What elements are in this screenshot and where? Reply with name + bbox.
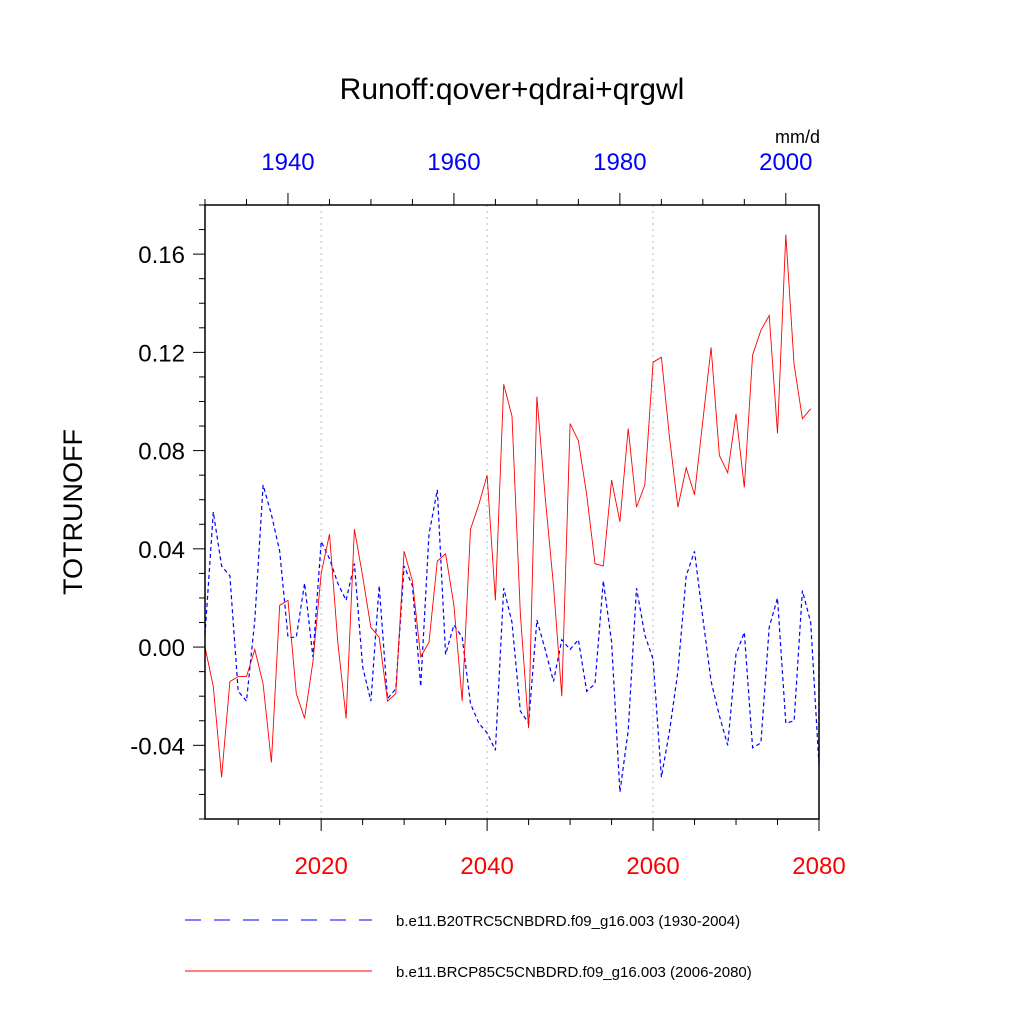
bottom-tick-label: 2060 xyxy=(626,853,679,880)
top-tick-label: 2000 xyxy=(759,149,812,176)
top-tick-label: 1960 xyxy=(427,149,480,176)
y-axis-label: TOTRUNOFF xyxy=(58,429,88,595)
plot-series xyxy=(204,234,820,793)
legend: b.e11.B20TRC5CNBDRD.f09_g16.003 (1930-20… xyxy=(185,913,752,981)
legend-label: b.e11.B20TRC5CNBDRD.f09_g16.003 (1930-20… xyxy=(396,913,740,930)
series-line-1 xyxy=(204,484,820,793)
legend-label: b.e11.BRCP85C5CNBDRD.f09_g16.003 (2006-2… xyxy=(396,964,752,981)
y-tick-label: 0.04 xyxy=(138,537,185,564)
axes: -0.04 0.00 0.04 0.08 0.12 0.16 2020 2040 2060 208… xyxy=(130,149,845,880)
top-tick-label: 1980 xyxy=(593,149,646,176)
y-tick-label: 0.12 xyxy=(138,340,185,367)
top-tick-label: 1940 xyxy=(261,149,314,176)
y-tick-label: -0.04 xyxy=(130,733,185,760)
bottom-tick-label: 2040 xyxy=(460,853,513,880)
plot-frame xyxy=(204,204,820,820)
series-line-2 xyxy=(204,234,812,778)
grid-lines xyxy=(320,205,654,819)
y-tick-label: 0.08 xyxy=(138,439,185,466)
y-tick-label: 0.00 xyxy=(138,635,185,662)
bottom-tick-label: 2020 xyxy=(294,853,347,880)
y-tick-label: 0.16 xyxy=(138,242,185,269)
chart-title: Runoff:qover+qdrai+qrgwl xyxy=(340,73,685,106)
units-label: mm/d xyxy=(775,127,820,147)
bottom-tick-label: 2080 xyxy=(792,853,845,880)
